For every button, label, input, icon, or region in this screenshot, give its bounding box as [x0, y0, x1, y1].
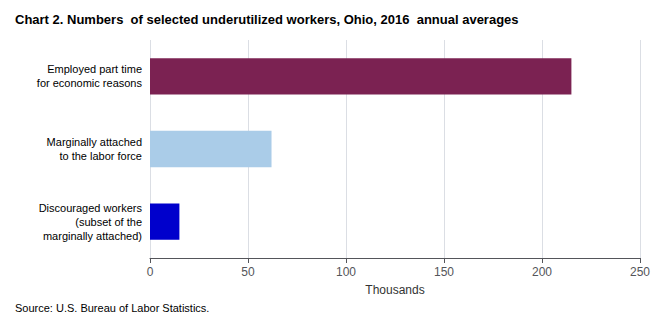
- svg-text:marginally attached): marginally attached): [43, 230, 142, 242]
- svg-text:(subset of the: (subset of the: [75, 216, 142, 228]
- svg-text:Chart 2. Numbers of selected: Chart 2. Numbers of selected underutiliz…: [15, 12, 519, 27]
- svg-text:0: 0: [147, 265, 154, 279]
- svg-text:Marginally attached: Marginally attached: [47, 136, 142, 148]
- svg-text:50: 50: [241, 265, 255, 279]
- svg-text:Thousands: Thousands: [365, 283, 424, 297]
- svg-text:Employed part time: Employed part time: [47, 63, 142, 75]
- svg-text:to the labor force: to the labor force: [59, 150, 142, 162]
- svg-text:250: 250: [630, 265, 650, 279]
- svg-text:150: 150: [434, 265, 454, 279]
- svg-text:for economic reasons: for economic reasons: [37, 77, 143, 89]
- svg-text:Discouraged workers: Discouraged workers: [39, 202, 143, 214]
- svg-text:Source: U.S. Bureau of Labor S: Source: U.S. Bureau of Labor Statistics.: [15, 302, 209, 314]
- svg-text:200: 200: [532, 265, 552, 279]
- svg-text:100: 100: [336, 265, 356, 279]
